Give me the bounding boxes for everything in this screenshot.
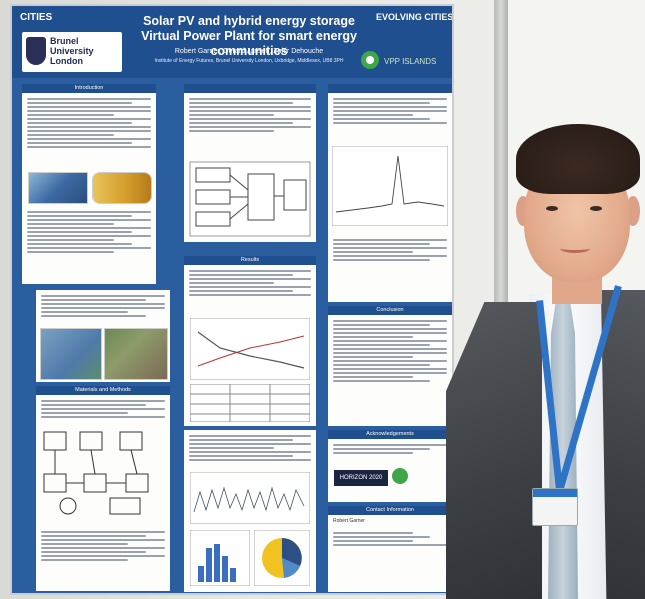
- aerial-photo: [104, 328, 168, 380]
- vpp-islands-logo: VPP ISLANDS: [361, 51, 436, 69]
- university-name: Brunel University London: [50, 36, 94, 66]
- design-heading: [184, 84, 316, 93]
- brunel-logo: Brunel University London: [22, 32, 122, 72]
- vpp-islands-text: VPP ISLANDS: [384, 57, 436, 66]
- materials-text: [36, 395, 170, 423]
- results-panel: Results: [184, 256, 316, 426]
- university-crest-icon: [26, 37, 46, 65]
- conclusion-panel: Conclusion: [328, 306, 452, 426]
- contact-name: Robert Garner: [333, 518, 365, 524]
- results-line-chart: [190, 318, 310, 380]
- time-series-chart: [190, 472, 310, 524]
- analysis-text: [328, 93, 452, 129]
- materials-panel: Materials and Methods: [36, 386, 170, 591]
- conclusion-text: [328, 315, 452, 387]
- design-text: [184, 93, 316, 137]
- poster-header: CITIES Brunel University London Solar PV…: [12, 6, 452, 78]
- introduction-heading: Introduction: [22, 84, 156, 93]
- conclusion-heading: Conclusion: [328, 306, 452, 315]
- contact-heading: Contact Information: [328, 506, 452, 515]
- smile: [560, 244, 590, 253]
- analysis-panel: [328, 84, 452, 302]
- badge-header: [533, 489, 577, 497]
- results-text: [184, 265, 316, 301]
- cities-logo: CITIES: [20, 12, 53, 23]
- materials-text-2: [36, 526, 170, 566]
- vpp-islands-small-logo: [392, 468, 408, 484]
- poster-affiliation: Institute of Energy Futures, Brunel Univ…: [154, 58, 344, 64]
- conference-badge: [532, 488, 578, 526]
- acknowledgements-text: [328, 439, 452, 459]
- pie-chart: [254, 530, 310, 586]
- results-table: [190, 384, 310, 422]
- solar-panels-photo: [28, 172, 88, 204]
- spike-chart: [332, 146, 448, 226]
- site-panel: [36, 290, 170, 382]
- poster-title: Solar PV and hybrid energy storage Virtu…: [141, 14, 357, 58]
- bar-chart: [190, 530, 250, 586]
- introduction-text-2: [22, 206, 156, 258]
- results-text-2: [184, 430, 316, 466]
- contact-text: [328, 527, 452, 551]
- system-diagram: [43, 431, 149, 515]
- results-heading: Results: [184, 256, 316, 265]
- battery-photo: [92, 172, 152, 204]
- acknowledgements-panel: Acknowledgements HORIZON 2020: [328, 430, 452, 502]
- evolving-cities-logo: EVOLVING CITIES: [376, 12, 454, 22]
- acknowledgements-heading: Acknowledgements: [328, 430, 452, 439]
- horizon-2020-logo: HORIZON 2020: [334, 470, 388, 486]
- introduction-panel: Introduction: [22, 84, 156, 284]
- materials-heading: Materials and Methods: [36, 386, 170, 395]
- results-panel-2: [184, 430, 316, 592]
- poster-authors: Robert Garner, Gerard Jansen, Zahir Deho…: [174, 48, 324, 55]
- introduction-text: [22, 93, 156, 153]
- hair: [516, 124, 640, 194]
- left-eye: [546, 206, 558, 211]
- research-poster: CITIES Brunel University London Solar PV…: [10, 4, 454, 595]
- flow-diagram: [189, 161, 311, 237]
- right-eye: [590, 206, 602, 211]
- analysis-heading: [328, 84, 452, 93]
- site-text: [36, 290, 170, 322]
- design-panel: [184, 84, 316, 242]
- analysis-text-2: [328, 234, 452, 266]
- contact-panel: Contact Information Robert Garner: [328, 506, 452, 592]
- site-map-photo: [40, 328, 102, 380]
